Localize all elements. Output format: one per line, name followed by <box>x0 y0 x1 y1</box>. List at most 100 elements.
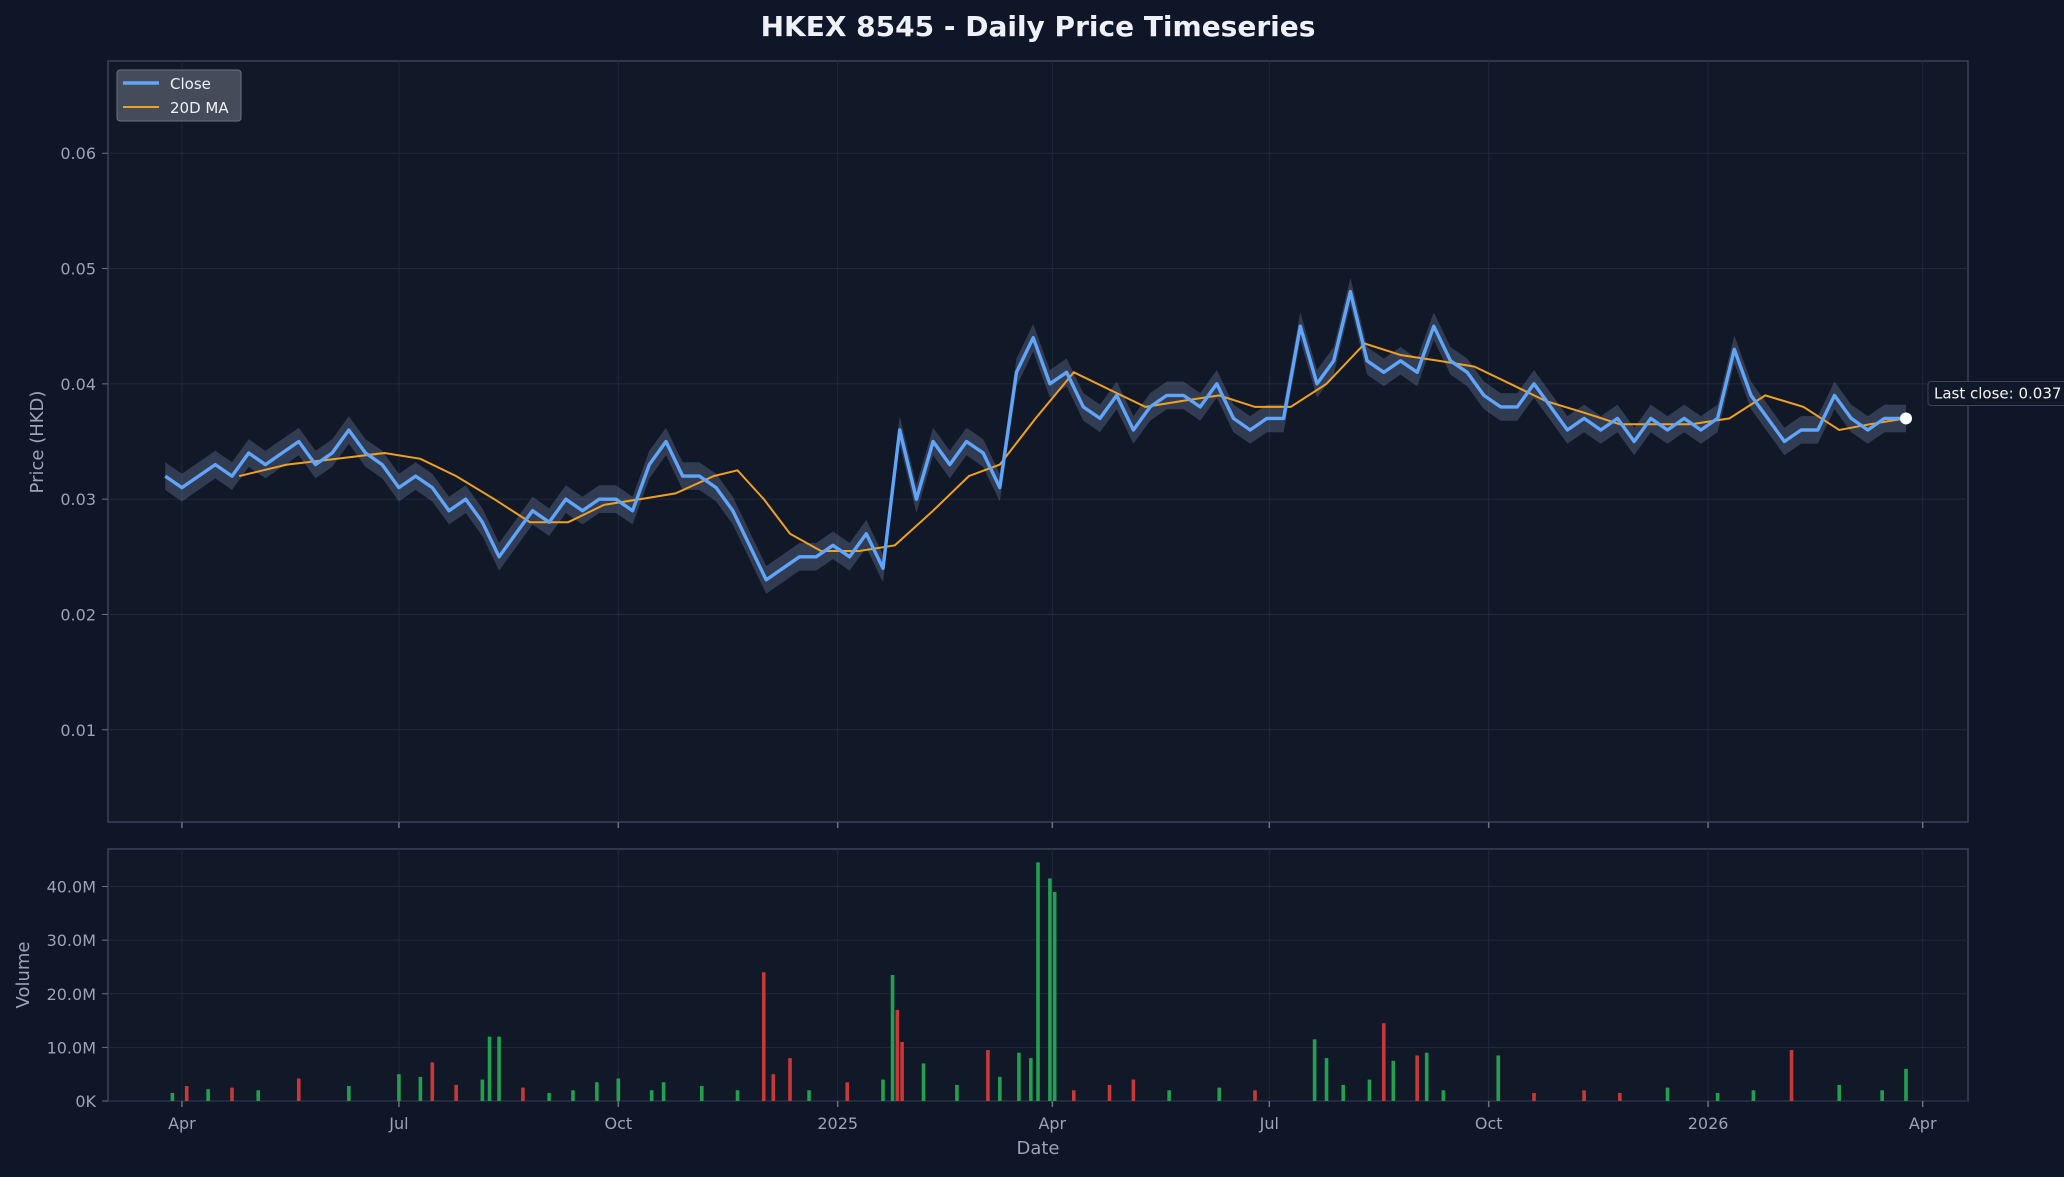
volume-bar <box>955 1084 959 1101</box>
volume-y-axis-label: Volume <box>13 942 34 1009</box>
volume-bar <box>895 1009 900 1101</box>
price-y-tick-label: 0.02 <box>60 605 96 624</box>
volume-bar <box>661 1082 666 1101</box>
volume-y-tick-label: 10.0M <box>47 1038 96 1057</box>
x-tick-label: Oct <box>604 1114 632 1133</box>
price-y-tick-label: 0.01 <box>60 721 96 740</box>
volume-bar <box>480 1079 485 1101</box>
volume-bar <box>1880 1090 1884 1101</box>
volume-panel: 0K 10.0M 20.0M 30.0M 40.0M Apr Jul Oct 2025 Apr J… <box>13 848 1969 1159</box>
volume-bar <box>571 1090 575 1101</box>
last-close-label: Last close: 0.037 <box>1934 384 2061 402</box>
x-tick-label: Oct <box>1475 1114 1503 1133</box>
volume-bar <box>521 1087 525 1101</box>
volume-bar <box>1217 1087 1222 1101</box>
price-panel: 0.01 0.02 0.03 0.04 0.05 0.06 Last close: 0.0… <box>27 60 2064 828</box>
volume-bar <box>1381 1023 1386 1101</box>
price-y-tick-label: 0.04 <box>60 375 96 394</box>
close-price-line <box>164 289 1906 582</box>
volume-y-tick-label: 20.0M <box>47 985 96 1004</box>
volume-bar <box>1071 1090 1076 1101</box>
volume-bar <box>1665 1087 1670 1101</box>
price-plot-area <box>107 60 1969 823</box>
volume-bar <box>921 1063 926 1101</box>
price-y-axis: 0.01 0.02 0.03 0.04 0.05 0.06 <box>60 144 108 740</box>
price-y-tick-label: 0.06 <box>60 144 96 163</box>
volume-bar <box>487 1036 492 1101</box>
volume-bar <box>1715 1092 1720 1101</box>
volume-bar <box>418 1076 423 1101</box>
x-tick-label: 2025 <box>817 1114 858 1133</box>
volume-bar <box>1424 1052 1429 1101</box>
volume-bar <box>986 1050 990 1101</box>
volume-bar <box>1441 1090 1446 1101</box>
volume-bar <box>1324 1058 1329 1101</box>
legend-label-ma: 20D MA <box>170 99 229 117</box>
volume-bar <box>788 1058 792 1101</box>
volume-bar <box>1391 1060 1396 1101</box>
x-tick-label: Apr <box>168 1114 196 1133</box>
price-y-tick-label: 0.03 <box>60 490 96 509</box>
volume-bar <box>454 1084 458 1101</box>
volume-bar <box>1107 1084 1112 1101</box>
volume-bar <box>1017 1052 1021 1101</box>
volume-x-axis: Apr Jul Oct 2025 Apr Jul Oct 2026 Apr <box>168 1101 1937 1133</box>
volume-y-axis: 0K 10.0M 20.0M 30.0M 40.0M <box>47 878 108 1111</box>
volume-bar <box>1253 1090 1257 1101</box>
volume-bar <box>1167 1090 1171 1101</box>
volume-y-tick-label: 40.0M <box>47 878 96 897</box>
volume-bar <box>1618 1092 1622 1101</box>
x-axis-label: Date <box>1016 1138 1059 1159</box>
price-y-axis-label: Price (HKD) <box>27 391 48 494</box>
volume-bar <box>296 1078 301 1101</box>
volume-bar <box>1415 1055 1419 1101</box>
volume-bar <box>649 1090 654 1101</box>
x-tick-label: Apr <box>1038 1114 1066 1133</box>
ma-20d-line <box>238 342 1907 552</box>
volume-bar <box>1582 1090 1586 1101</box>
volume-bar <box>1312 1039 1317 1101</box>
x-tick-label: Jul <box>388 1114 408 1133</box>
volume-bars <box>170 862 1908 1101</box>
volume-bar <box>845 1082 850 1101</box>
last-close-annotation: Last close: 0.037 <box>1927 380 2064 406</box>
volume-bar <box>170 1092 175 1101</box>
volume-bar <box>881 1079 885 1101</box>
legend-label-close: Close <box>170 75 211 93</box>
last-close-marker <box>1900 412 1912 425</box>
volume-bar <box>735 1090 740 1101</box>
volume-bar <box>206 1089 210 1101</box>
volume-bar <box>890 975 895 1101</box>
volume-bar <box>1131 1079 1136 1101</box>
volume-bar <box>497 1036 501 1101</box>
volume-bar <box>900 1042 904 1101</box>
x-tick-label: 2026 <box>1688 1114 1729 1133</box>
volume-bar <box>1048 878 1052 1101</box>
volume-bar <box>230 1087 234 1101</box>
volume-bar <box>1367 1079 1372 1101</box>
price-y-tick-label: 0.05 <box>60 260 96 279</box>
volume-bar <box>1341 1084 1346 1101</box>
volume-bar <box>807 1090 811 1101</box>
volume-bar <box>1532 1092 1536 1101</box>
volume-bar <box>699 1085 704 1101</box>
x-tick-label: Jul <box>1259 1114 1279 1133</box>
volume-bar <box>1052 891 1057 1101</box>
volume-bar <box>771 1074 776 1101</box>
volume-bar <box>1036 862 1040 1101</box>
price-x-tick-marks <box>181 822 1924 828</box>
volume-bar <box>547 1092 551 1101</box>
chart-title: HKEX 8545 - Daily Price Timeseries <box>761 10 1316 43</box>
volume-bar <box>184 1085 189 1101</box>
price-grid <box>108 61 1968 822</box>
volume-bar <box>430 1062 435 1101</box>
volume-bar <box>397 1074 401 1101</box>
volume-y-tick-label: 0K <box>75 1092 96 1111</box>
volume-bar <box>1789 1050 1794 1101</box>
volume-bar <box>998 1076 1002 1101</box>
volume-bar <box>1751 1090 1756 1101</box>
volume-y-tick-label: 30.0M <box>47 931 96 950</box>
last-close-label-box <box>1927 380 2064 406</box>
